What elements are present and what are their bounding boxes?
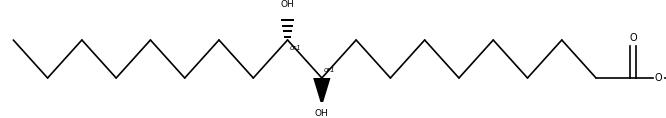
Polygon shape (313, 78, 330, 107)
Text: or1: or1 (289, 45, 301, 51)
Text: O: O (655, 73, 662, 83)
Text: O: O (629, 33, 637, 43)
Text: OH: OH (315, 109, 329, 118)
Text: OH: OH (280, 0, 294, 9)
Text: or1: or1 (324, 67, 335, 73)
